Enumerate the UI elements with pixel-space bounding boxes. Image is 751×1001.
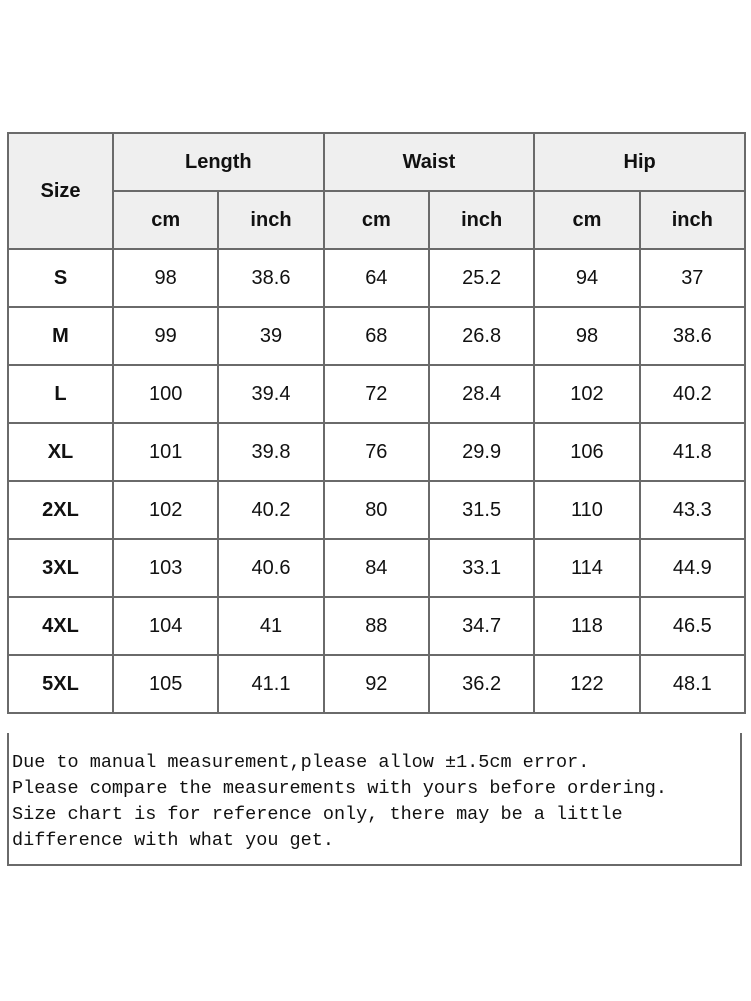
value-cell: 28.4 [427, 364, 536, 424]
group-header: Waist [322, 132, 536, 192]
data-row: L 100 39.4 72 28.4 102 40.2 [7, 364, 747, 424]
size-cell: 5XL [7, 654, 114, 714]
value-cell: 105 [111, 654, 220, 714]
value-cell: 25.2 [427, 248, 536, 308]
value-cell: 33.1 [427, 538, 536, 598]
size-cell: L [7, 364, 114, 424]
value-cell: 36.2 [427, 654, 536, 714]
note-line: Please compare the measurements with you… [12, 778, 668, 799]
value-cell: 41.8 [638, 422, 747, 482]
size-cell: 3XL [7, 538, 114, 598]
value-cell: 40.2 [217, 480, 325, 540]
value-cell: 76 [322, 422, 430, 482]
value-cell: 40.2 [638, 364, 747, 424]
value-cell: 31.5 [427, 480, 536, 540]
size-cell: S [7, 248, 114, 308]
data-row: 3XL 103 40.6 84 33.1 114 44.9 [7, 538, 747, 598]
unit-header: cm [111, 190, 220, 250]
data-row: XL 101 39.8 76 29.9 106 41.8 [7, 422, 747, 482]
unit-row: cm inch cm inch cm inch [8, 190, 747, 250]
value-cell: 84 [322, 538, 430, 598]
size-table: Size Length Waist Hip cm inch cm inch cm inch S 98 3… [7, 132, 747, 714]
note-line: difference with what you get. [12, 830, 334, 851]
unit-header: cm [322, 190, 430, 250]
size-cell: XL [7, 422, 114, 482]
value-cell: 92 [322, 654, 430, 714]
value-cell: 100 [111, 364, 220, 424]
value-cell: 106 [533, 422, 641, 482]
value-cell: 122 [533, 654, 641, 714]
value-cell: 46.5 [638, 596, 747, 656]
value-cell: 110 [533, 480, 641, 540]
value-cell: 38.6 [217, 248, 325, 308]
value-cell: 94 [533, 248, 641, 308]
value-cell: 118 [533, 596, 641, 656]
value-cell: 98 [533, 306, 641, 366]
value-cell: 43.3 [638, 480, 747, 540]
data-row: 5XL 105 41.1 92 36.2 122 48.1 [7, 654, 747, 714]
unit-header: inch [427, 190, 536, 250]
value-cell: 34.7 [427, 596, 536, 656]
value-cell: 37 [638, 248, 747, 308]
value-cell: 114 [533, 538, 641, 598]
data-row: 4XL 104 41 88 34.7 118 46.5 [7, 596, 747, 656]
value-cell: 72 [322, 364, 430, 424]
value-cell: 39.8 [217, 422, 325, 482]
value-cell: 80 [322, 480, 430, 540]
value-cell: 48.1 [638, 654, 747, 714]
value-cell: 88 [322, 596, 430, 656]
data-row: 2XL 102 40.2 80 31.5 110 43.3 [7, 480, 747, 540]
value-cell: 41 [217, 596, 325, 656]
value-cell: 68 [322, 306, 430, 366]
header-row: Size Length Waist Hip [7, 132, 746, 250]
unit-header: inch [638, 190, 747, 250]
value-cell: 64 [322, 248, 430, 308]
value-cell: 39.4 [217, 364, 325, 424]
value-cell: 103 [111, 538, 220, 598]
size-cell: 4XL [7, 596, 114, 656]
note-line: Due to manual measurement,please allow ±… [12, 752, 590, 773]
value-cell: 40.6 [217, 538, 325, 598]
size-header: Size [7, 132, 114, 250]
value-cell: 98 [111, 248, 220, 308]
unit-header: cm [533, 190, 641, 250]
note-line: Size chart is for reference only, there … [12, 804, 623, 825]
data-row: S 98 38.6 64 25.2 94 37 [7, 248, 747, 308]
value-cell: 26.8 [427, 306, 536, 366]
value-cell: 101 [111, 422, 220, 482]
value-cell: 102 [111, 480, 220, 540]
value-cell: 38.6 [638, 306, 747, 366]
data-row: M 99 39 68 26.8 98 38.6 [7, 306, 747, 366]
unit-header: inch [217, 190, 325, 250]
size-cell: 2XL [7, 480, 114, 540]
group-header: Length [112, 132, 325, 192]
size-cell: M [7, 306, 114, 366]
value-cell: 39 [217, 306, 325, 366]
table-body: Size Length Waist Hip cm inch cm inch cm inch S 98 3… [7, 132, 747, 714]
value-cell: 29.9 [427, 422, 536, 482]
group-header: Hip [533, 132, 746, 192]
note-box: Due to manual measurement,please allow ±… [7, 733, 742, 866]
value-cell: 104 [111, 596, 220, 656]
value-cell: 102 [533, 364, 641, 424]
value-cell: 99 [111, 306, 220, 366]
value-cell: 44.9 [638, 538, 747, 598]
value-cell: 41.1 [217, 654, 325, 714]
